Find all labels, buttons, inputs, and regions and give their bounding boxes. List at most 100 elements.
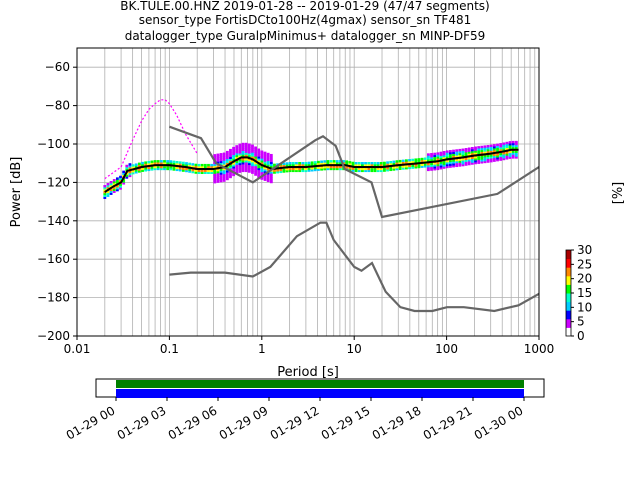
density-cell: [477, 161, 481, 164]
density-cell: [461, 152, 465, 155]
density-cell: [232, 167, 236, 171]
density-cell: [131, 164, 135, 167]
density-cell: [470, 160, 474, 163]
density-cell: [257, 152, 261, 155]
density-cell: [329, 167, 333, 171]
density-cell: [448, 153, 452, 157]
density-cell: [247, 160, 251, 164]
density-cell: [254, 146, 258, 149]
density-cell: [426, 164, 430, 168]
density-cell: [141, 167, 144, 171]
series-nlnm: [169, 221, 540, 313]
density-cell: [229, 156, 232, 159]
density-cell: [219, 162, 223, 166]
density-cell: [376, 167, 380, 171]
y-tick-label: −140: [37, 214, 70, 228]
density-cell: [244, 163, 248, 167]
density-cell: [247, 168, 251, 171]
y-axis-label: Power [dB]: [9, 157, 24, 228]
y-tick-label: −120: [37, 175, 70, 189]
density-cell: [489, 148, 493, 151]
density-cell: [207, 163, 210, 167]
density-cell: [260, 154, 264, 157]
density-cell: [480, 147, 484, 151]
timeline-tick-label: 01-29 03: [115, 403, 169, 442]
density-cell: [452, 149, 455, 153]
series-mean: [104, 148, 519, 193]
colorbar-swatch: [566, 284, 571, 294]
density-cell: [464, 157, 468, 161]
density-cell: [436, 167, 440, 171]
density-cell: [508, 154, 512, 157]
density-cell: [266, 168, 270, 171]
density-cell: [254, 163, 258, 167]
density-cell: [244, 160, 248, 163]
density-cell: [191, 170, 195, 174]
density-cell: [461, 161, 465, 165]
density-cell: [474, 161, 477, 165]
density-cell: [514, 140, 518, 144]
density-cell: [310, 161, 314, 164]
density-cell: [119, 183, 122, 186]
density-cell: [339, 165, 342, 169]
density-cell: [263, 170, 267, 174]
density-cell: [417, 160, 421, 163]
density-cell: [310, 163, 314, 166]
density-cell: [285, 164, 289, 167]
density-cell: [401, 161, 405, 164]
density-cell: [505, 157, 509, 160]
density-cell: [251, 171, 254, 174]
density-cell: [496, 153, 499, 156]
density-cell: [222, 152, 226, 155]
density-cell: [263, 167, 267, 170]
density-cell: [326, 160, 330, 163]
density-cell: [383, 163, 386, 167]
density-cell: [298, 163, 301, 167]
density-cell: [194, 165, 198, 169]
density-cell: [106, 194, 110, 197]
density-cell: [106, 186, 110, 190]
density-cell: [163, 160, 166, 163]
density-cell: [112, 188, 116, 192]
density-cell: [175, 166, 179, 170]
density-cell: [373, 162, 377, 165]
density-cell: [269, 176, 273, 180]
colorbar-swatch: [566, 310, 571, 320]
density-cell: [458, 154, 462, 158]
density-cell: [445, 160, 449, 163]
density-cell: [486, 145, 490, 148]
density-cell: [461, 163, 465, 167]
density-cell: [291, 167, 295, 171]
density-cell: [379, 169, 383, 173]
density-cell: [263, 178, 267, 181]
density-cell: [461, 154, 465, 157]
density-cell: [502, 155, 506, 159]
density-cell: [408, 166, 411, 170]
density-cell: [103, 188, 107, 192]
plot-frame: [76, 47, 540, 337]
density-cell: [386, 163, 389, 166]
density-cell: [216, 170, 220, 174]
density-cell: [445, 165, 449, 169]
density-cell: [455, 160, 459, 164]
density-cell: [229, 158, 232, 161]
density-cell: [257, 160, 261, 163]
density-cell: [339, 167, 342, 171]
density-cell: [430, 164, 433, 167]
density-cell: [448, 161, 452, 164]
density-cell: [426, 162, 430, 166]
density-cell: [320, 160, 323, 163]
density-cell: [276, 171, 280, 174]
density-cell: [470, 152, 474, 156]
density-cell: [430, 154, 433, 158]
density-cell: [508, 152, 512, 156]
grid: [76, 48, 540, 337]
density-cell: [241, 158, 245, 161]
density-cell: [458, 150, 462, 154]
density-cell: [436, 161, 440, 165]
density-cell: [244, 146, 248, 150]
density-cell: [496, 143, 499, 146]
density-cell: [144, 167, 148, 170]
density-cell: [235, 147, 239, 150]
